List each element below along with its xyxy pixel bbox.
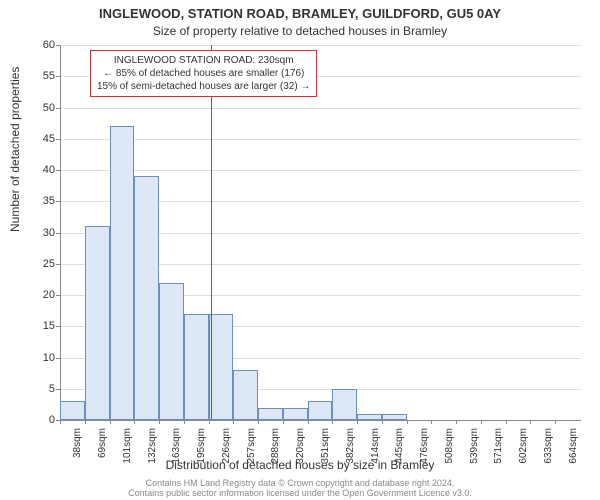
histogram-bar (258, 408, 283, 421)
gridline (61, 108, 581, 109)
xtick-mark (184, 420, 185, 424)
ytick-label: 15 (25, 320, 55, 332)
gridline (61, 139, 581, 140)
xtick-mark (209, 420, 210, 424)
chart-subtitle: Size of property relative to detached ho… (0, 24, 600, 38)
histogram-bar (283, 408, 308, 421)
ytick-label: 50 (25, 102, 55, 114)
ytick-mark (56, 201, 60, 202)
ytick-label: 20 (25, 289, 55, 301)
histogram-bar (357, 414, 382, 420)
xtick-mark (159, 420, 160, 424)
ytick-label: 40 (25, 164, 55, 176)
gridline (61, 170, 581, 171)
ytick-label: 35 (25, 195, 55, 207)
ytick-mark (56, 264, 60, 265)
histogram-bar (308, 401, 333, 420)
xtick-mark (555, 420, 556, 424)
xtick-mark (481, 420, 482, 424)
ytick-label: 10 (25, 352, 55, 364)
ytick-label: 45 (25, 133, 55, 145)
chart-container: INGLEWOOD, STATION ROAD, BRAMLEY, GUILDF… (0, 0, 600, 500)
annotation-line-2: ← 85% of detached houses are smaller (17… (97, 67, 310, 80)
xtick-mark (85, 420, 86, 424)
ytick-label: 30 (25, 227, 55, 239)
ytick-mark (56, 76, 60, 77)
ytick-mark (56, 295, 60, 296)
xtick-mark (506, 420, 507, 424)
histogram-bar (332, 389, 357, 420)
xtick-mark (258, 420, 259, 424)
histogram-bar (382, 414, 407, 420)
ytick-mark (56, 170, 60, 171)
histogram-bar (85, 226, 110, 420)
histogram-bar (60, 401, 85, 420)
xtick-mark (456, 420, 457, 424)
ytick-mark (56, 139, 60, 140)
xtick-mark (110, 420, 111, 424)
marker-line (211, 45, 212, 420)
ytick-mark (56, 358, 60, 359)
copyright-text: Contains HM Land Registry data © Crown c… (0, 478, 600, 498)
annotation-line-1: INGLEWOOD STATION ROAD: 230sqm (97, 54, 310, 67)
ytick-mark (56, 389, 60, 390)
xtick-mark (233, 420, 234, 424)
ytick-label: 0 (25, 414, 55, 426)
histogram-bar (233, 370, 258, 420)
histogram-bar (159, 283, 184, 421)
annotation-line-3: 15% of semi-detached houses are larger (… (97, 80, 310, 93)
xtick-mark (530, 420, 531, 424)
ytick-mark (56, 326, 60, 327)
ytick-label: 60 (25, 39, 55, 51)
xtick-mark (283, 420, 284, 424)
xtick-mark (308, 420, 309, 424)
xtick-mark (60, 420, 61, 424)
gridline (61, 45, 581, 46)
x-axis-label: Distribution of detached houses by size … (0, 458, 600, 472)
y-axis-label: Number of detached properties (8, 67, 22, 232)
xtick-mark (134, 420, 135, 424)
histogram-bar (110, 126, 135, 420)
xtick-mark (407, 420, 408, 424)
chart-title: INGLEWOOD, STATION ROAD, BRAMLEY, GUILDF… (0, 6, 600, 21)
ytick-label: 25 (25, 258, 55, 270)
xtick-mark (332, 420, 333, 424)
xtick-mark (382, 420, 383, 424)
histogram-bar (184, 314, 209, 420)
histogram-bar (134, 176, 159, 420)
ytick-mark (56, 45, 60, 46)
ytick-mark (56, 108, 60, 109)
annotation-box: INGLEWOOD STATION ROAD: 230sqm ← 85% of … (90, 50, 317, 97)
xtick-mark (357, 420, 358, 424)
histogram-bar (209, 314, 234, 420)
xtick-mark (431, 420, 432, 424)
ytick-mark (56, 233, 60, 234)
ytick-label: 5 (25, 383, 55, 395)
ytick-label: 55 (25, 70, 55, 82)
